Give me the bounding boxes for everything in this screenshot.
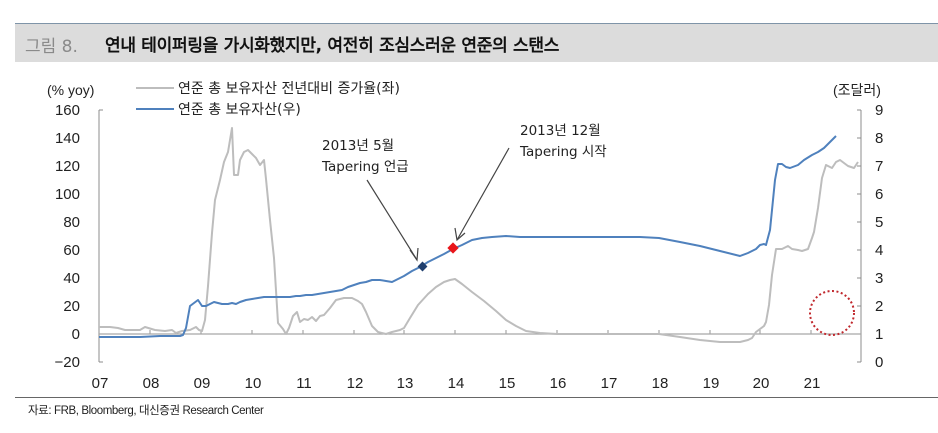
- x-axis: [99, 330, 861, 335]
- annotation-may-2013: 2013년 5월 Tapering 언급: [321, 138, 409, 175]
- svg-text:4: 4: [875, 242, 883, 259]
- left-axis: [98, 109, 103, 363]
- svg-text:15: 15: [499, 375, 516, 392]
- svg-text:14: 14: [448, 375, 465, 392]
- marker-dec-2013: [447, 242, 459, 254]
- svg-text:07: 07: [92, 375, 109, 392]
- svg-text:9: 9: [875, 102, 883, 119]
- figure-title: 연내 테이퍼링을 가시화했지만, 여전히 조심스러운 연준의 스탠스: [105, 36, 560, 56]
- svg-text:140: 140: [55, 130, 80, 147]
- svg-text:80: 80: [63, 214, 80, 231]
- series-growth-line: [99, 127, 859, 343]
- svg-text:1: 1: [875, 326, 883, 343]
- svg-text:Tapering 시작: Tapering 시작: [519, 144, 607, 160]
- figure-label: 그림 8.: [25, 37, 78, 57]
- svg-text:40: 40: [63, 270, 80, 287]
- series-assets-line: [99, 135, 837, 338]
- svg-text:2013년 12월: 2013년 12월: [520, 123, 601, 139]
- legend: 연준 총 보유자산 전년대비 증가율(좌) 연준 총 보유자산(우): [136, 81, 400, 118]
- svg-text:08: 08: [143, 375, 160, 392]
- svg-text:12: 12: [347, 375, 364, 392]
- svg-text:11: 11: [296, 375, 312, 392]
- marker-may-2013: [417, 261, 428, 272]
- svg-text:19: 19: [703, 375, 720, 392]
- svg-text:8: 8: [875, 130, 883, 147]
- svg-text:10: 10: [245, 375, 262, 392]
- svg-text:2: 2: [875, 298, 883, 315]
- svg-text:100: 100: [55, 186, 80, 203]
- svg-text:6: 6: [875, 186, 883, 203]
- svg-text:160: 160: [55, 102, 80, 119]
- svg-text:120: 120: [55, 158, 80, 175]
- figure-title-bar: 그림 8. 연내 테이퍼링을 가시화했지만, 여전히 조심스러운 연준의 스탠스: [15, 23, 938, 62]
- left-axis-unit: (% yoy): [47, 82, 94, 98]
- svg-text:20: 20: [63, 298, 80, 315]
- svg-text:60: 60: [63, 242, 80, 259]
- svg-text:21: 21: [804, 375, 821, 392]
- svg-text:20: 20: [753, 375, 770, 392]
- svg-text:17: 17: [601, 375, 618, 392]
- svg-text:2013년 5월: 2013년 5월: [322, 138, 394, 154]
- svg-text:16: 16: [550, 375, 567, 392]
- annotation-arrows: [366, 147, 510, 262]
- svg-text:3: 3: [875, 270, 883, 287]
- svg-text:−20: −20: [55, 354, 80, 371]
- source-divider: [15, 397, 938, 398]
- svg-text:09: 09: [194, 375, 211, 392]
- source-note: 자료: FRB, Bloomberg, 대신증권 Research Center: [28, 405, 264, 417]
- svg-text:0: 0: [72, 326, 80, 343]
- annotation-dec-2013: 2013년 12월 Tapering 시작: [519, 123, 607, 160]
- highlight-circle: [809, 290, 855, 336]
- legend-label-assets: 연준 총 보유자산(우): [178, 102, 301, 118]
- svg-text:18: 18: [652, 375, 669, 392]
- svg-text:13: 13: [397, 375, 414, 392]
- svg-text:Tapering 언급: Tapering 언급: [321, 159, 409, 175]
- legend-label-growth: 연준 총 보유자산 전년대비 증가율(좌): [178, 81, 400, 97]
- left-axis-ticks: 160 140 120 100 80 60 40 20 0 −20: [55, 102, 80, 371]
- right-axis-ticks: 9 8 7 6 5 4 3 2 1 0: [875, 102, 883, 371]
- right-axis-unit: (조달러): [833, 82, 881, 98]
- svg-text:0: 0: [875, 354, 883, 371]
- x-axis-ticks: 07 08 09 10 11 12 13 14 15 16 17 18 19 2…: [92, 375, 821, 392]
- svg-text:7: 7: [875, 158, 883, 175]
- right-axis: [857, 109, 862, 363]
- svg-text:5: 5: [875, 214, 883, 231]
